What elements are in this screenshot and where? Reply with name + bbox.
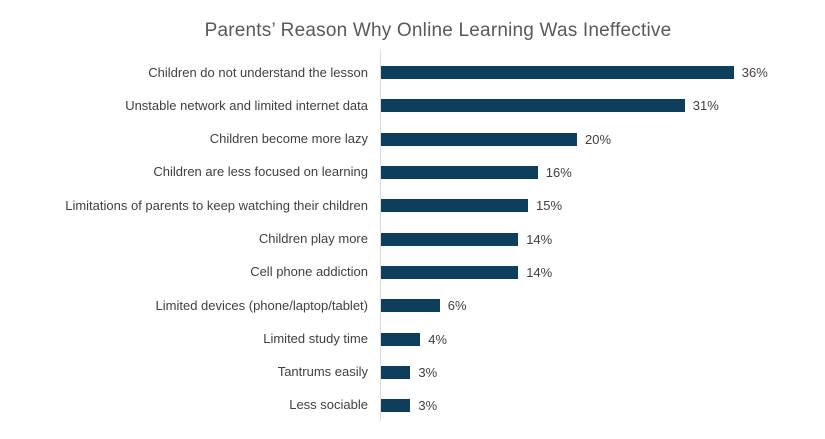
value-label: 6%	[447, 298, 467, 314]
bar	[381, 166, 538, 180]
value-label: 14%	[526, 231, 553, 247]
bar	[381, 299, 440, 313]
bar-row: Unstable network and limited internet da…	[0, 89, 825, 122]
bar-cell: 4%	[381, 332, 447, 347]
category-label: Less sociable	[289, 397, 368, 413]
bar-cell: 3%	[381, 398, 437, 413]
value-label: 3%	[418, 364, 438, 380]
bar-row: Cell phone addiction 14%	[0, 256, 825, 289]
value-label: 14%	[526, 264, 553, 280]
category-label: Limited study time	[263, 330, 368, 346]
bar	[381, 332, 421, 346]
bar-cell: 16%	[381, 165, 572, 180]
category-axis-line	[380, 50, 381, 421]
category-label: Unstable network and limited internet da…	[125, 97, 368, 113]
bar-cell: 6%	[381, 298, 467, 313]
bar-cell: 20%	[381, 132, 611, 147]
value-label: 15%	[536, 198, 563, 214]
bar	[381, 399, 411, 413]
value-label: 16%	[545, 165, 572, 181]
bar-cell: 15%	[381, 198, 562, 213]
bar-row: Limitations of parents to keep watching …	[0, 189, 825, 222]
bar	[381, 132, 577, 146]
bar	[381, 199, 528, 213]
bar-row: Children do not understand the lesson 36%	[0, 56, 825, 89]
category-label: Children are less focused on learning	[153, 164, 368, 180]
bar-cell: 36%	[381, 65, 768, 80]
value-label: 36%	[741, 65, 768, 81]
bar	[381, 365, 411, 379]
bar-row: Limited devices (phone/laptop/tablet) 6%	[0, 289, 825, 322]
bar-row: Children are less focused on learning 16%	[0, 156, 825, 189]
bar-rows: Children do not understand the lesson 36%…	[0, 56, 825, 422]
bar-row: Children become more lazy 20%	[0, 123, 825, 156]
value-label: 4%	[428, 331, 447, 347]
bar-row: Tantrums easily 3%	[0, 356, 825, 389]
category-label: Cell phone addiction	[250, 264, 368, 280]
bar-cell: 31%	[381, 98, 719, 113]
value-label: 3%	[418, 398, 438, 414]
bar	[381, 66, 734, 80]
value-label: 20%	[585, 131, 612, 147]
chart-title: Parents’ Reason Why Online Learning Was …	[204, 20, 672, 41]
bar-row: Children play more 14%	[0, 222, 825, 255]
category-label: Limited devices (phone/laptop/tablet)	[155, 297, 368, 313]
bar-row: Limited study time 4%	[0, 322, 825, 355]
category-label: Children become more lazy	[209, 131, 368, 147]
bar	[381, 99, 685, 113]
bar-cell: 14%	[381, 232, 552, 247]
bar-cell: 14%	[381, 265, 552, 280]
bar	[381, 265, 519, 279]
value-label: 31%	[692, 98, 719, 114]
category-label: Children do not understand the lesson	[148, 64, 368, 80]
bar-row: Less sociable 3%	[0, 389, 825, 422]
bar-cell: 3%	[381, 365, 437, 380]
category-label: Children play more	[258, 230, 368, 246]
category-label: Limitations of parents to keep watching …	[65, 197, 368, 213]
category-label: Tantrums easily	[277, 364, 368, 380]
bar	[381, 232, 519, 246]
